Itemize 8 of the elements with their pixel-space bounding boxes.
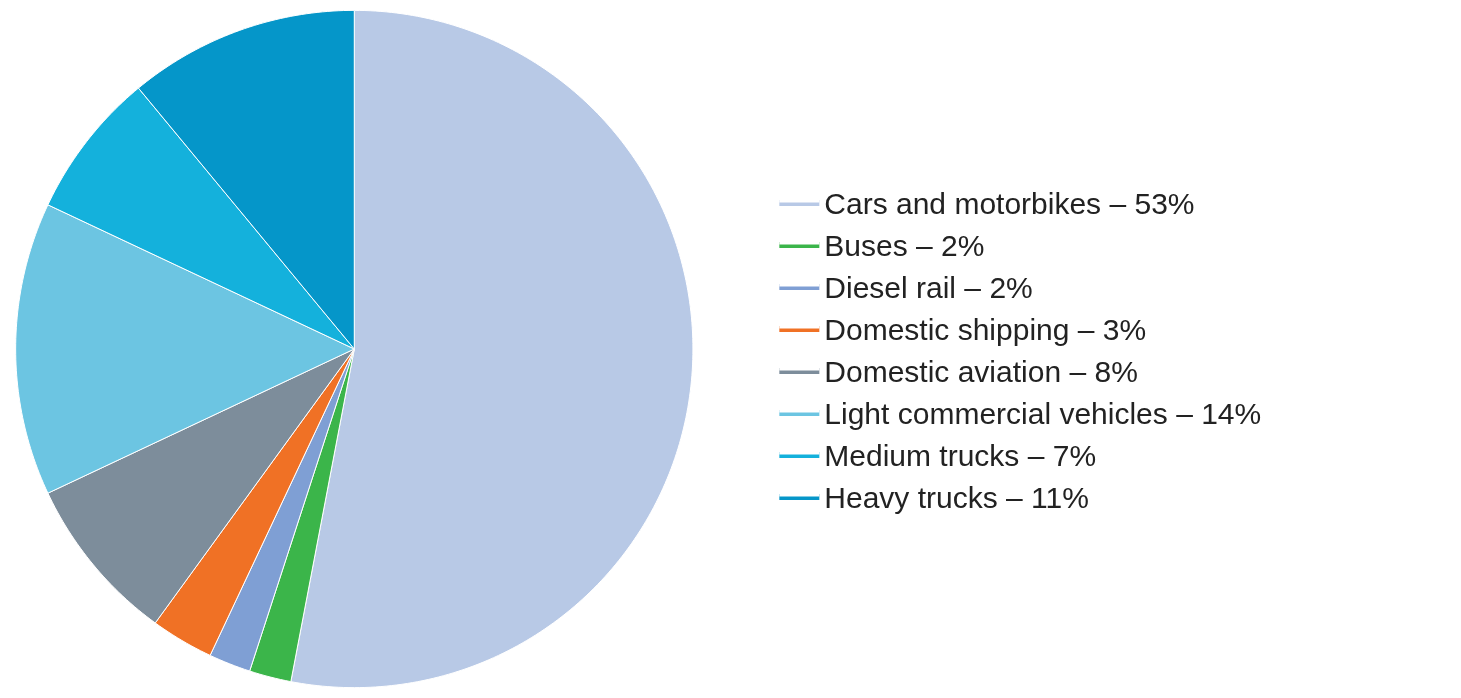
legend-label: Medium trucks – 7% <box>824 438 1097 472</box>
legend-label: Heavy trucks – 11% <box>824 480 1089 514</box>
legend-label: Diesel rail – 2% <box>824 270 1033 304</box>
legend-label: Domestic aviation – 8% <box>824 354 1138 388</box>
legend-label: Domestic shipping – 3% <box>824 312 1147 346</box>
legend-label: Cars and motorbikes – 53% <box>824 186 1195 220</box>
legend-label: Buses – 2% <box>824 228 985 262</box>
legend-label: Light commercial vehicles – 14% <box>824 396 1262 430</box>
